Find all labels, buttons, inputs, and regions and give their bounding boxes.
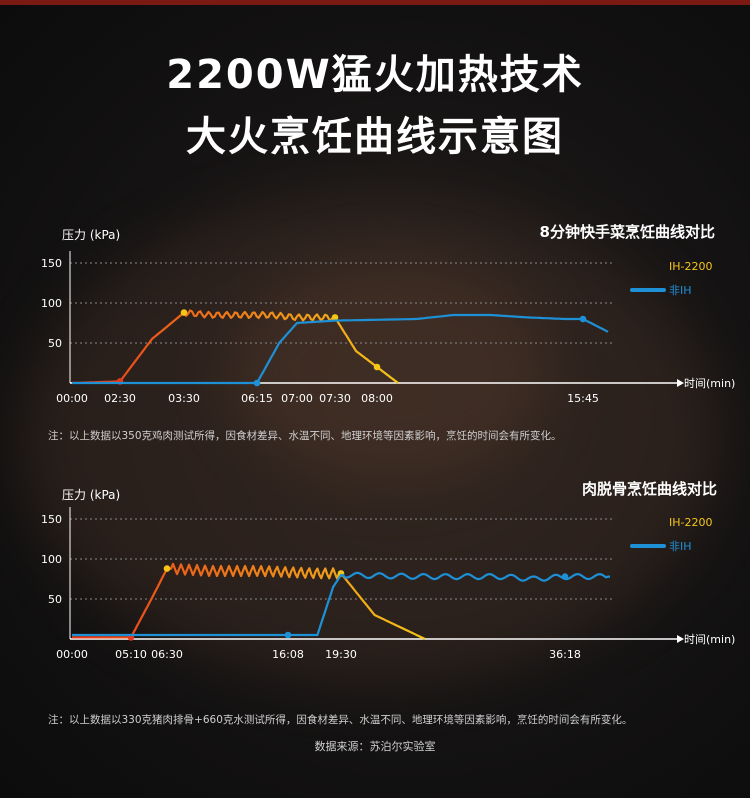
background-food-highlight xyxy=(230,260,550,480)
top-accent-bar xyxy=(0,0,750,5)
x-tick-label: 07:00 xyxy=(281,392,313,405)
x-tick-label: 06:30 xyxy=(151,648,183,661)
x-axis-label: 时间(min) xyxy=(684,377,735,390)
data-point-marker xyxy=(373,363,381,371)
series-line-non-ih xyxy=(72,571,610,637)
legend: IH-2200 非IH xyxy=(630,260,712,297)
x-tick-label: 07:30 xyxy=(319,392,351,405)
chart-quick-dish-note: 注：以上数据以350克鸡肉测试所得，因食材差异、水温不同、地理环境等因素影响，烹… xyxy=(48,430,562,442)
y-tick-label: 150 xyxy=(41,257,62,270)
series-line-non-ih xyxy=(72,313,609,385)
y-tick-label: 100 xyxy=(41,553,62,566)
x-tick-label: 03:30 xyxy=(168,392,200,405)
x-axis-arrow xyxy=(677,635,684,643)
chart-meat-off-bone: 肉脱骨烹饪曲线对比 压力 (kPa) 时间(min) 150 100 50 00:00… xyxy=(41,480,735,661)
series-line-ih2200 xyxy=(71,309,399,385)
chart-meat-off-bone-note: 注：以上数据以330克猪肉排骨+660克水测试所得，因食材差异、水温不同、地理环… xyxy=(48,714,633,726)
x-tick-label: 02:30 xyxy=(104,392,136,405)
legend-label: 非IH xyxy=(669,284,692,297)
y-tick-label: 150 xyxy=(41,513,62,526)
data-point-marker xyxy=(163,565,171,572)
legend: IH-2200 非IH xyxy=(630,516,712,553)
y-axis-label: 压力 (kPa) xyxy=(62,228,120,242)
y-tick-label: 100 xyxy=(41,297,62,310)
chart-title: 8分钟快手菜烹饪曲线对比 xyxy=(540,223,715,241)
y-axis-label: 压力 (kPa) xyxy=(62,488,120,502)
x-tick-label: 16:08 xyxy=(272,648,304,661)
x-tick-label: 15:45 xyxy=(567,392,599,405)
x-tick-label: 36:18 xyxy=(549,648,581,661)
page-title-line-2: 大火烹饪曲线示意图 xyxy=(186,114,564,160)
x-tick-label: 05:10 xyxy=(115,648,147,661)
grid-and-ticks: 150 100 50 00:00 02:30 03:30 06:15 07:00 07:30 08… xyxy=(41,251,612,405)
series-lines xyxy=(72,562,610,641)
page-title-line-1: 2200W猛火加热技术 xyxy=(166,52,584,98)
data-point-marker xyxy=(579,315,587,323)
data-point-marker xyxy=(284,631,292,639)
data-point-marker xyxy=(561,573,569,580)
legend-label: IH-2200 xyxy=(669,516,712,529)
x-axis-label: 时间(min) xyxy=(684,633,735,646)
chart-quick-dish: 8分钟快手菜烹饪曲线对比 压力 (kPa) 时间(min) 150 100 50 00… xyxy=(41,223,735,405)
data-source: 数据来源：苏泊尔实验室 xyxy=(314,740,436,753)
data-point-marker xyxy=(331,314,339,321)
x-tick-label: 08:00 xyxy=(361,392,393,405)
series-lines xyxy=(71,309,609,387)
chart-title: 肉脱骨烹饪曲线对比 xyxy=(582,480,717,498)
x-axis-arrow xyxy=(677,379,684,387)
grid-and-ticks: 150 100 50 00:00 05:10 06:30 16:08 19:30 36:18 xyxy=(41,507,612,661)
data-point-marker xyxy=(253,379,261,387)
legend-label: IH-2200 xyxy=(669,260,712,273)
data-point-marker xyxy=(180,309,188,316)
x-tick-label: 19:30 xyxy=(325,648,357,661)
x-tick-label: 00:00 xyxy=(56,648,88,661)
y-tick-label: 50 xyxy=(48,337,62,350)
legend-label: 非IH xyxy=(669,540,692,553)
series-line-ih2200 xyxy=(72,562,426,640)
x-tick-label: 00:00 xyxy=(56,392,88,405)
x-tick-label: 06:15 xyxy=(241,392,273,405)
y-tick-label: 50 xyxy=(48,593,62,606)
